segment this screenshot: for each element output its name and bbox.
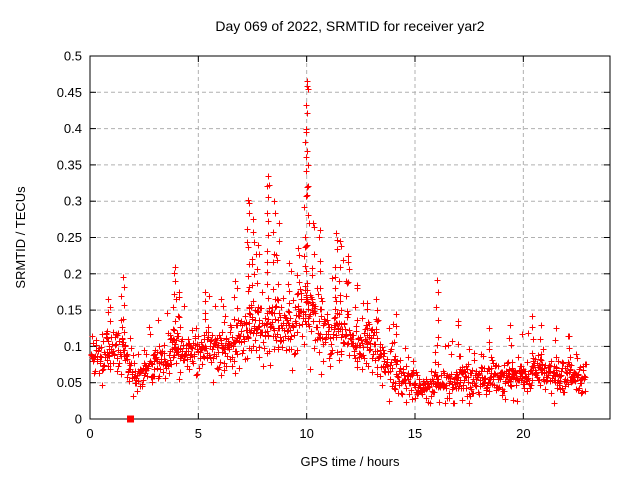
filled-square-point — [127, 415, 135, 423]
plot-border — [89, 55, 611, 420]
y-tick-label: 0.4 — [64, 121, 82, 136]
y-tick-label: 0 — [75, 412, 82, 427]
y-tick-label: 0.5 — [64, 49, 82, 64]
chart-title: Day 069 of 2022, SRMTID for receiver yar… — [215, 18, 484, 34]
y-tick-label: 0.35 — [57, 157, 82, 172]
gridlines — [90, 56, 610, 419]
x-axis-label: GPS time / hours — [301, 454, 400, 469]
tick-labels: 0 5 10 15 20 0 0.05 0.1 0.15 0.2 0.25 0.3 0.35 0.4 0.4… — [57, 49, 531, 442]
x-tick-label: 10 — [299, 426, 313, 441]
y-axis-label: SRMTID / TECUs — [13, 186, 28, 289]
y-tick-label: 0.3 — [64, 194, 82, 209]
x-tick-label: 0 — [86, 426, 93, 441]
x-tick-label: 20 — [516, 426, 530, 441]
y-tick-label: 0.15 — [57, 303, 82, 318]
scatter-points — [88, 78, 590, 407]
y-tick-label: 0.05 — [57, 375, 82, 390]
square-marker — [127, 415, 135, 423]
y-tick-label: 0.25 — [57, 230, 82, 245]
x-tick-label: 15 — [408, 426, 422, 441]
y-tick-label: 0.1 — [64, 339, 82, 354]
y-tick-label: 0.45 — [57, 85, 82, 100]
x-tick-label: 5 — [195, 426, 202, 441]
y-tick-label: 0.2 — [64, 266, 82, 281]
